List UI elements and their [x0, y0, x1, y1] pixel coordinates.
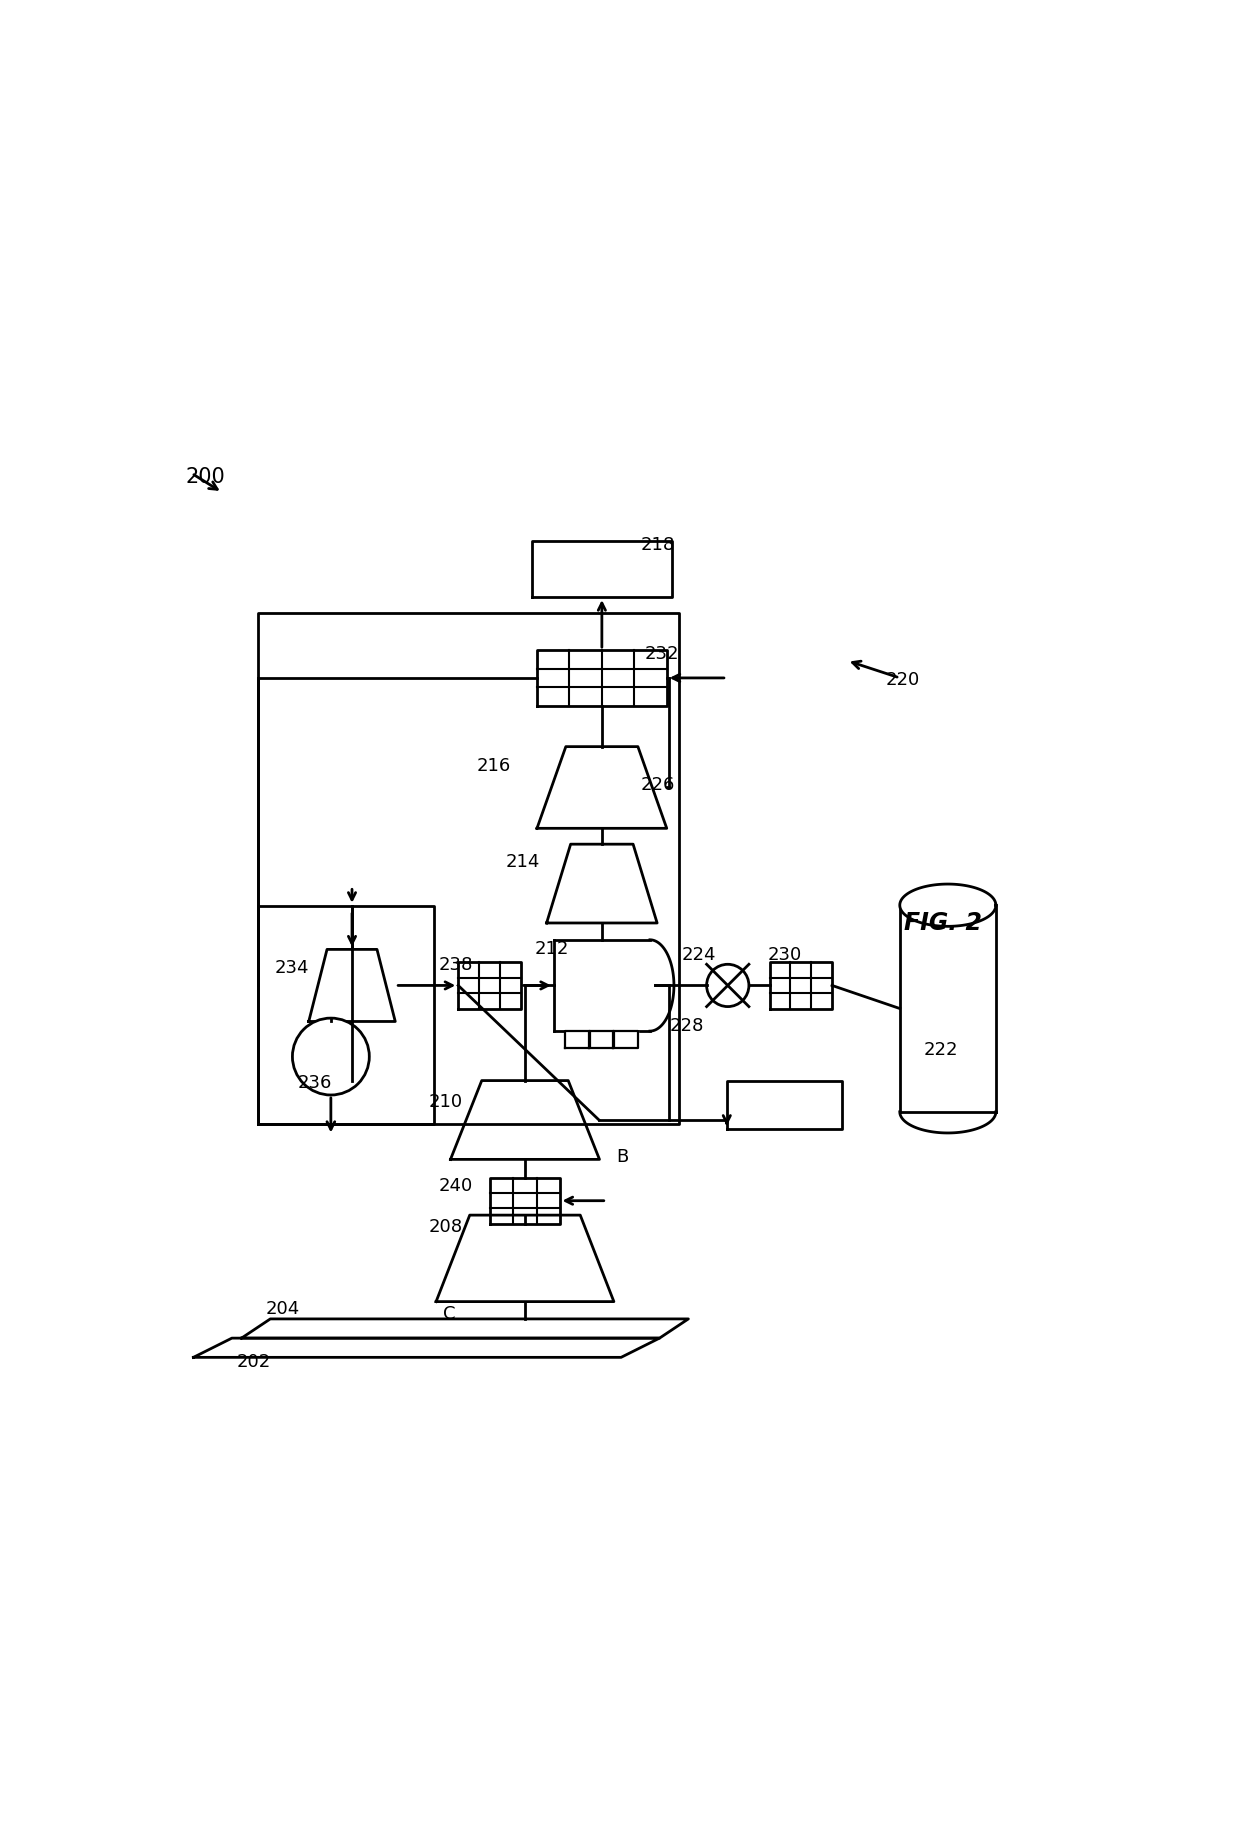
Text: 204: 204: [265, 1300, 300, 1318]
Polygon shape: [554, 939, 650, 1031]
Polygon shape: [490, 1178, 559, 1224]
Text: 226: 226: [640, 777, 675, 793]
Text: 224: 224: [682, 946, 717, 965]
Text: 238: 238: [439, 955, 472, 974]
Text: C: C: [444, 1305, 456, 1324]
Text: 230: 230: [768, 946, 802, 965]
Text: 212: 212: [534, 939, 569, 957]
Polygon shape: [614, 1031, 639, 1048]
Polygon shape: [537, 650, 667, 705]
Polygon shape: [450, 1081, 599, 1160]
Polygon shape: [436, 1215, 614, 1302]
Polygon shape: [589, 1031, 614, 1048]
Polygon shape: [900, 884, 996, 926]
Polygon shape: [459, 963, 521, 1009]
Polygon shape: [242, 1318, 688, 1338]
Polygon shape: [707, 965, 749, 1007]
Text: 208: 208: [429, 1219, 463, 1237]
Polygon shape: [770, 963, 832, 1009]
Text: 222: 222: [924, 1040, 959, 1059]
Polygon shape: [900, 906, 996, 1112]
Text: 232: 232: [645, 644, 680, 663]
Text: 220: 220: [885, 670, 920, 689]
Polygon shape: [309, 950, 396, 1022]
Text: 234: 234: [275, 959, 310, 978]
Polygon shape: [547, 845, 657, 922]
Polygon shape: [193, 1338, 660, 1357]
Text: 218: 218: [640, 536, 675, 554]
Polygon shape: [532, 541, 672, 596]
Circle shape: [293, 1018, 370, 1095]
Text: B: B: [616, 1149, 629, 1165]
Polygon shape: [727, 1081, 842, 1129]
Text: 210: 210: [429, 1094, 463, 1112]
Text: 240: 240: [439, 1176, 472, 1195]
Text: 214: 214: [506, 852, 541, 871]
Text: 202: 202: [237, 1353, 270, 1372]
Text: 200: 200: [186, 468, 226, 486]
Text: 236: 236: [298, 1075, 331, 1092]
Text: 216: 216: [477, 757, 511, 775]
Polygon shape: [537, 747, 667, 828]
Text: FIG. 2: FIG. 2: [904, 911, 982, 935]
Polygon shape: [565, 1031, 590, 1048]
Text: 228: 228: [670, 1016, 703, 1035]
